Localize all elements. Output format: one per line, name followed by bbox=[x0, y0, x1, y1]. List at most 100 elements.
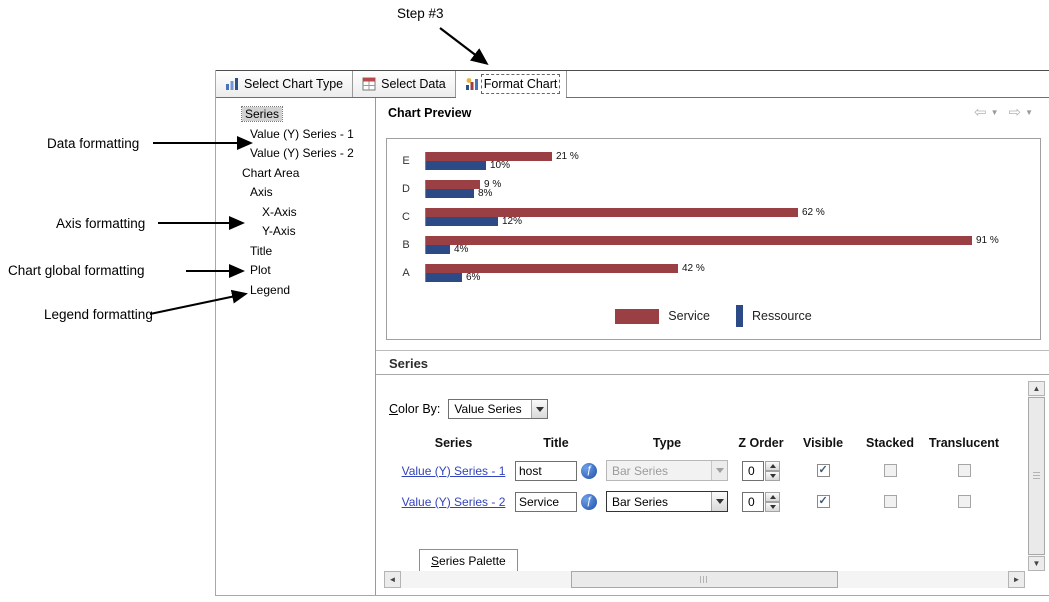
series-palette-tab[interactable]: Series Palette bbox=[419, 549, 518, 571]
chevron-down-icon bbox=[531, 400, 548, 418]
color-by-select[interactable]: Value Series bbox=[448, 399, 549, 419]
series-1-z-order-spinner[interactable]: 0 bbox=[742, 460, 780, 481]
series-table: Series Title Type Z Order Visible Stacke… bbox=[396, 431, 1005, 517]
series-1-stacked-checkbox[interactable] bbox=[883, 464, 897, 477]
vertical-scrollbar[interactable]: ▲ ▼ bbox=[1028, 381, 1045, 571]
tab-label: Select Data bbox=[381, 77, 446, 91]
chart-plot: E 21 % 10% D 9 % 8% C 62 % 12% B 91 % 4% A 42 % 6% bbox=[387, 152, 999, 292]
tree-item-axis[interactable]: Axis bbox=[216, 183, 375, 203]
series-2-translucent-checkbox[interactable] bbox=[957, 495, 971, 508]
bar-value-label: 62 % bbox=[802, 207, 825, 218]
scroll-down-icon[interactable]: ▼ bbox=[1028, 556, 1045, 571]
scroll-up-icon[interactable]: ▲ bbox=[1028, 381, 1045, 396]
chart-preview-title: Chart Preview bbox=[388, 106, 472, 120]
category-axis-label: C bbox=[402, 211, 410, 223]
tree-item-label: Title bbox=[250, 243, 273, 258]
category-axis-label: E bbox=[402, 155, 410, 167]
horizontal-scrollbar[interactable]: ◄ ► bbox=[384, 571, 1025, 588]
column-header-stacked: Stacked bbox=[866, 436, 914, 450]
chevron-down-icon bbox=[711, 461, 727, 480]
tree-item-legend[interactable]: Legend bbox=[216, 281, 375, 301]
right-panel: Chart Preview ⇦ ▼ ⇨ ▼ E 21 % 10% D 9 % 8% C 62 … bbox=[376, 98, 1049, 595]
chart-wizard-dialog: Select Chart Type Select Data Fo bbox=[215, 70, 1049, 596]
bar-value-label: 6% bbox=[466, 272, 481, 283]
axis-formatting-annotation: Axis formatting bbox=[56, 216, 146, 231]
series-2-link[interactable]: Value (Y) Series - 2 bbox=[401, 494, 506, 509]
bar-value-label: 91 % bbox=[976, 235, 999, 246]
tree-item-chart-area[interactable]: Chart Area bbox=[216, 164, 375, 184]
vertical-scroll-thumb[interactable] bbox=[1028, 397, 1045, 555]
horizontal-scroll-thumb[interactable] bbox=[570, 571, 839, 588]
column-header-translucent: Translucent bbox=[928, 436, 1000, 450]
select-data-icon bbox=[362, 77, 376, 91]
series-content: Color By: Value Series Series Title Type bbox=[376, 375, 1049, 595]
tree-item-title[interactable]: Title bbox=[216, 242, 375, 262]
series-2-z-order-spinner[interactable]: 0 bbox=[742, 491, 780, 512]
spinner-down-icon[interactable] bbox=[765, 470, 780, 481]
nav-back-dropdown-icon[interactable]: ▼ bbox=[990, 107, 999, 117]
spinner-buttons bbox=[765, 460, 780, 481]
tree-item-series[interactable]: Series bbox=[216, 105, 375, 125]
tab-format-chart[interactable]: Format Chart bbox=[455, 71, 568, 98]
series-section-title: Series bbox=[389, 356, 429, 371]
dialog-body: Series Value (Y) Series - 1 Value (Y) Se… bbox=[216, 98, 1049, 596]
nav-back-icon[interactable]: ⇦ bbox=[974, 104, 987, 121]
series-2-title-input[interactable] bbox=[515, 491, 577, 512]
expression-builder-icon[interactable]: ƒ bbox=[581, 462, 597, 479]
tree-item-label: X-Axis bbox=[262, 204, 297, 219]
tree-item-plot[interactable]: Plot bbox=[216, 261, 375, 281]
spinner-down-icon[interactable] bbox=[765, 501, 780, 512]
chart-category-row: B 91 % 4% bbox=[387, 235, 999, 255]
color-by-label: Color By: bbox=[389, 402, 441, 416]
series-1-translucent-checkbox[interactable] bbox=[957, 464, 971, 477]
bar-value-label: 8% bbox=[478, 188, 493, 199]
step-arrow bbox=[439, 27, 489, 65]
series-2-type-select[interactable]: Bar Series bbox=[606, 491, 728, 512]
z-order-value: 0 bbox=[742, 460, 764, 481]
bar-ressource bbox=[426, 245, 450, 254]
tree-item-y-axis[interactable]: Y-Axis bbox=[216, 222, 375, 242]
nav-forward-icon[interactable]: ⇨ bbox=[1008, 104, 1022, 121]
category-axis-label: A bbox=[402, 267, 410, 279]
series-1-visible-checkbox[interactable] bbox=[816, 463, 830, 477]
tree-item-label: Axis bbox=[250, 185, 273, 199]
series-2-visible-checkbox[interactable] bbox=[816, 494, 830, 508]
tree-item-label: Value (Y) Series - 1 bbox=[250, 126, 354, 141]
tab-select-data[interactable]: Select Data bbox=[353, 71, 456, 97]
tree-item-value-y-series-1[interactable]: Value (Y) Series - 1 bbox=[216, 125, 375, 145]
series-1-type-select: Bar Series bbox=[606, 460, 728, 481]
tab-bar: Select Chart Type Select Data Fo bbox=[216, 70, 1049, 98]
spinner-up-icon[interactable] bbox=[765, 460, 780, 471]
tree-item-label: Value (Y) Series - 2 bbox=[250, 146, 354, 160]
chart-global-formatting-annotation: Chart global formatting bbox=[8, 263, 145, 278]
tree-item-x-axis[interactable]: X-Axis bbox=[216, 203, 375, 223]
tree-item-label: Plot bbox=[250, 263, 271, 277]
chart-category-row: D 9 % 8% bbox=[387, 180, 999, 199]
chart-category-row: A 42 % 6% bbox=[387, 263, 999, 283]
bar-ressource bbox=[426, 189, 474, 198]
preview-nav: ⇦ ▼ ⇨ ▼ bbox=[974, 105, 1033, 120]
series-1-title-input[interactable] bbox=[515, 460, 577, 481]
scroll-left-icon[interactable]: ◄ bbox=[384, 571, 401, 588]
horizontal-scroll-track[interactable] bbox=[401, 571, 1008, 588]
vertical-scroll-track[interactable] bbox=[1028, 396, 1045, 556]
z-order-value: 0 bbox=[742, 491, 764, 512]
column-header-title: Title bbox=[543, 436, 569, 450]
series-2-stacked-checkbox[interactable] bbox=[883, 495, 897, 508]
legend-swatch-service bbox=[615, 308, 660, 324]
series-1-link[interactable]: Value (Y) Series - 1 bbox=[401, 463, 506, 478]
tab-select-chart-type[interactable]: Select Chart Type bbox=[216, 71, 354, 97]
tree-item-label: Series bbox=[240, 106, 284, 122]
scroll-right-icon[interactable]: ► bbox=[1008, 571, 1025, 588]
step-annotation: Step #3 bbox=[397, 6, 444, 21]
select-chart-type-icon bbox=[226, 78, 238, 90]
spinner-up-icon[interactable] bbox=[765, 491, 780, 502]
spinner-buttons bbox=[765, 491, 780, 512]
nav-forward-dropdown-icon[interactable]: ▼ bbox=[1025, 107, 1033, 117]
bar-ressource bbox=[426, 217, 498, 226]
bar-value-label: 42 % bbox=[682, 263, 705, 274]
tree-item-value-y-series-2[interactable]: Value (Y) Series - 2 bbox=[216, 144, 375, 164]
expression-builder-icon[interactable]: ƒ bbox=[581, 493, 597, 510]
series-section: Series Color By: Value Series bbox=[376, 350, 1049, 595]
